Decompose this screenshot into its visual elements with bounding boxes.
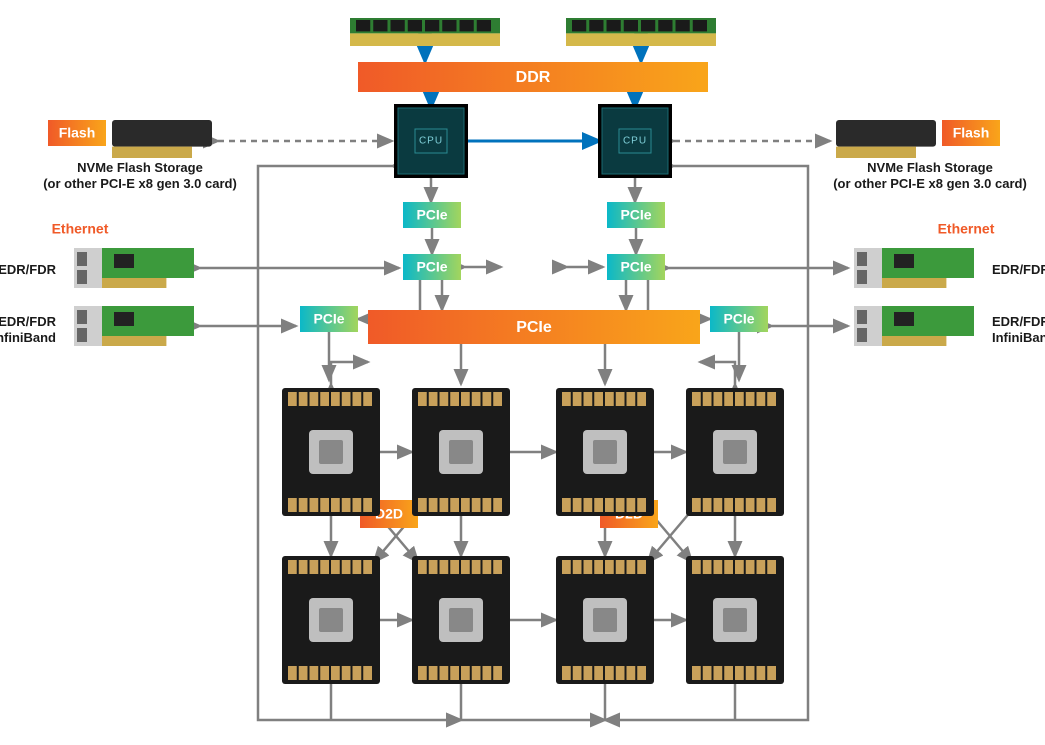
architecture-diagram: DDRCPUCPUPCIePCIePCIePCIePCIePCIePCIeD2D… xyxy=(0,0,1045,745)
nic-1-left xyxy=(74,248,194,288)
ethernet-badge-right: Ethernet xyxy=(938,221,995,237)
edrfdr-right-2a: EDR/FDR xyxy=(992,314,1045,329)
svg-text:Ethernet: Ethernet xyxy=(52,221,109,237)
pcie-r1: PCIe xyxy=(607,202,665,228)
gpu-1-1 xyxy=(412,556,510,684)
svg-text:Flash: Flash xyxy=(953,125,990,141)
flash-card-left xyxy=(112,120,212,158)
svg-text:PCIe: PCIe xyxy=(620,207,651,223)
svg-text:DDR: DDR xyxy=(516,69,551,86)
nvme-label-left-1: NVMe Flash Storage xyxy=(77,160,203,175)
connector xyxy=(331,362,368,384)
ddr-bar: DDR xyxy=(358,62,708,92)
svg-text:PCIe: PCIe xyxy=(416,259,447,275)
flash-badge-left: Flash xyxy=(48,120,106,146)
cpu-left: CPU xyxy=(394,104,468,178)
flash-badge-right: Flash xyxy=(942,120,1000,146)
edrfdr-left-1: EDR/FDR xyxy=(0,262,57,277)
dimm-right xyxy=(566,18,716,46)
svg-text:PCIe: PCIe xyxy=(313,311,344,327)
edrfdr-right-1: EDR/FDR xyxy=(992,262,1045,277)
svg-text:CPU: CPU xyxy=(419,136,443,147)
gpu-1-0 xyxy=(282,556,380,684)
svg-text:CPU: CPU xyxy=(623,136,647,147)
flash-card-right xyxy=(836,120,936,158)
svg-text:PCIe: PCIe xyxy=(620,259,651,275)
pcie-l1: PCIe xyxy=(403,202,461,228)
pcie-l2: PCIe xyxy=(403,254,461,280)
dimm-left xyxy=(350,18,500,46)
pcie-r2: PCIe xyxy=(607,254,665,280)
cpu-right: CPU xyxy=(598,104,672,178)
pcie-outer-right: PCIe xyxy=(710,306,768,332)
svg-text:PCIe: PCIe xyxy=(416,207,447,223)
svg-text:Flash: Flash xyxy=(59,125,96,141)
edrfdr-left-2b: InfiniBand xyxy=(0,330,56,345)
svg-text:PCIe: PCIe xyxy=(723,311,754,327)
svg-text:PCIe: PCIe xyxy=(516,319,552,336)
gpu-0-0 xyxy=(282,388,380,516)
diagram-svg: DDRCPUCPUPCIePCIePCIePCIePCIePCIePCIeD2D… xyxy=(0,0,1045,745)
nic-1-right xyxy=(854,248,974,288)
gpu-1-2 xyxy=(556,556,654,684)
gpu-0-2 xyxy=(556,388,654,516)
gpu-1-3 xyxy=(686,556,784,684)
connector xyxy=(700,362,735,384)
nic-2-left xyxy=(74,306,194,346)
gpu-0-3 xyxy=(686,388,784,516)
svg-text:Ethernet: Ethernet xyxy=(938,221,995,237)
nvme-label-right-2: (or other PCI-E x8 gen 3.0 card) xyxy=(833,176,1027,191)
pcie-switch-bar: PCIe xyxy=(368,310,700,344)
nvme-label-right-1: NVMe Flash Storage xyxy=(867,160,993,175)
nic-2-right xyxy=(854,306,974,346)
edrfdr-right-2b: InfiniBand xyxy=(992,330,1045,345)
pcie-outer-left: PCIe xyxy=(300,306,358,332)
gpu-0-1 xyxy=(412,388,510,516)
ethernet-badge-left: Ethernet xyxy=(52,221,109,237)
edrfdr-left-2a: EDR/FDR xyxy=(0,314,57,329)
nvme-label-left-2: (or other PCI-E x8 gen 3.0 card) xyxy=(43,176,237,191)
